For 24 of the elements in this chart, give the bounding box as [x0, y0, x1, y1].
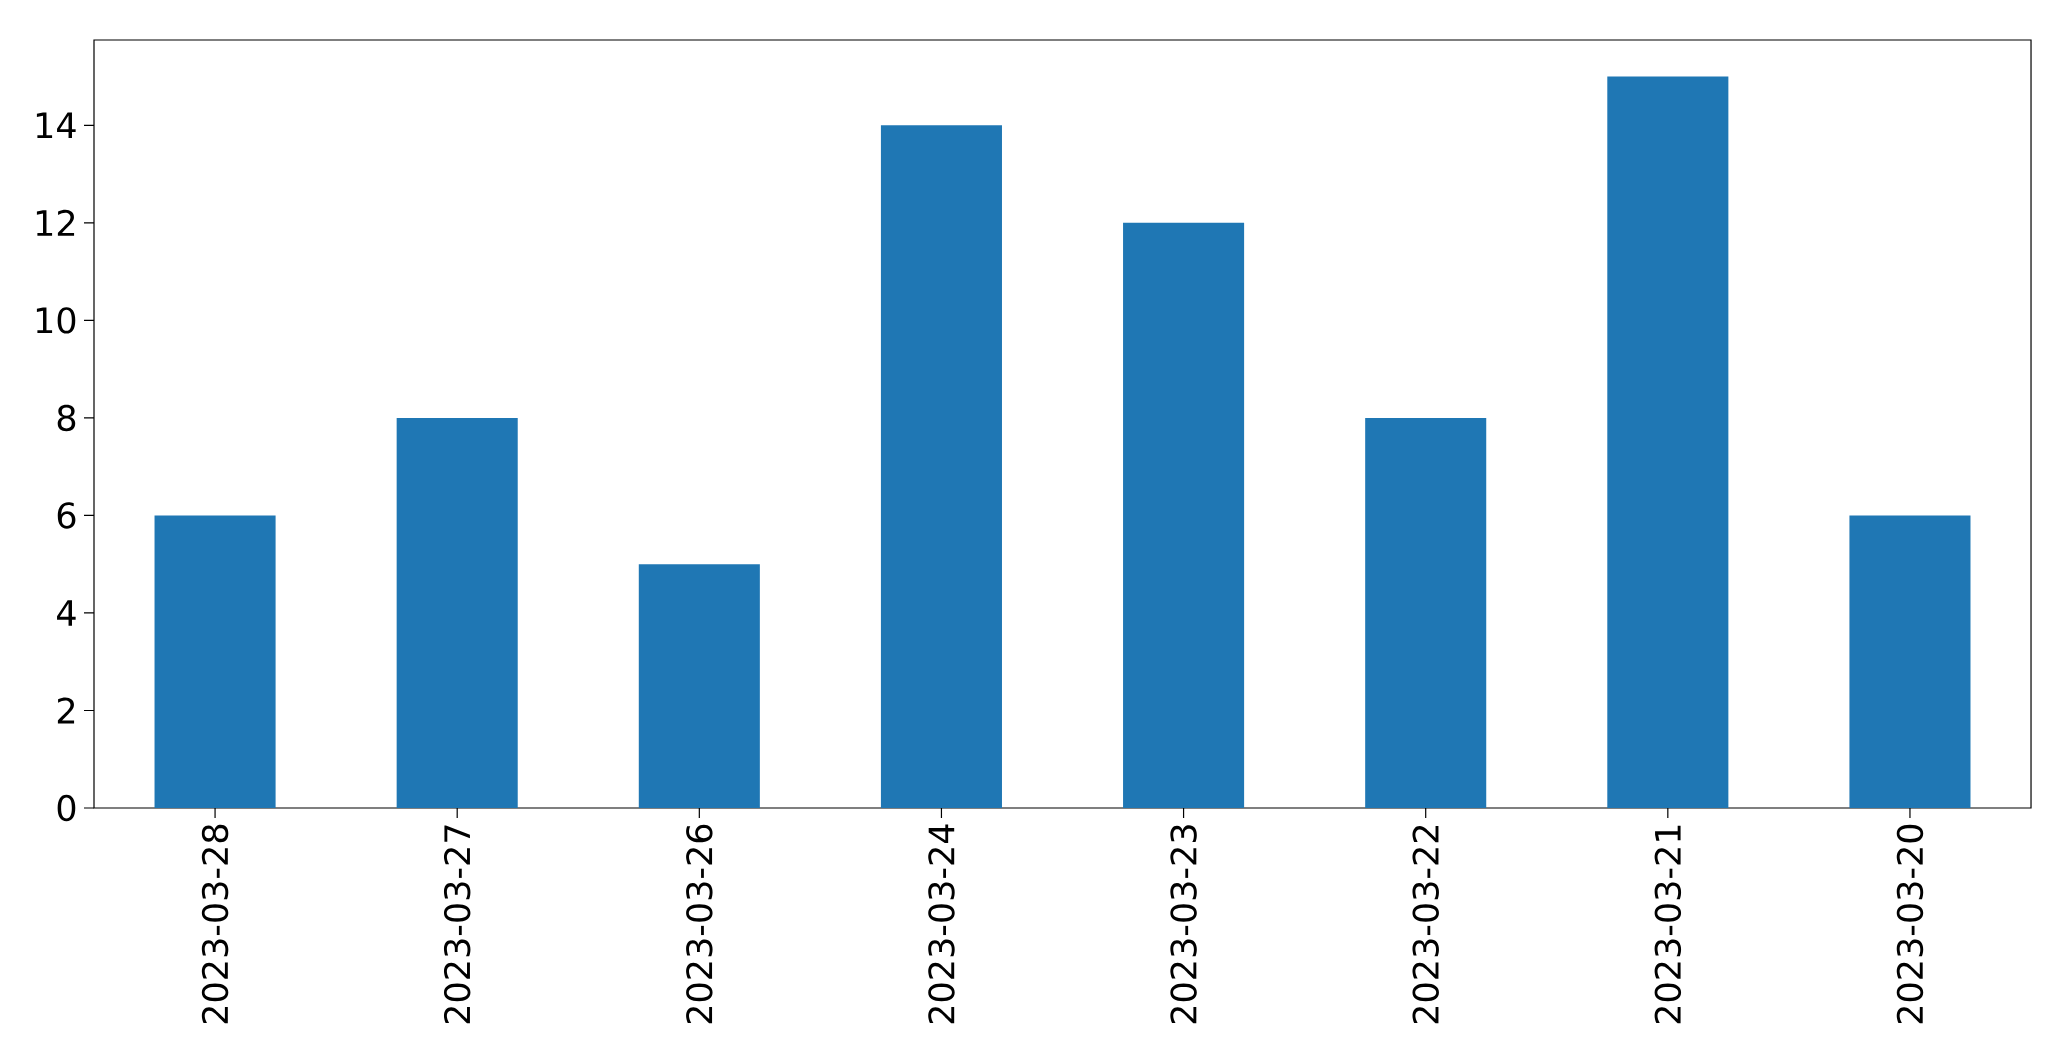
y-tick-label: 10	[36, 307, 76, 334]
y-tick-label: 2	[57, 697, 75, 724]
bar	[154, 515, 276, 808]
y-tick-label: 12	[36, 209, 75, 236]
y-tick-label: 4	[57, 600, 76, 626]
bar	[1365, 417, 1487, 808]
y-tick-label: 14	[36, 112, 76, 139]
bar	[1123, 222, 1245, 808]
x-tick-label: 2023-03-26	[686, 824, 713, 1024]
x-tick-label: 2023-03-20	[1896, 824, 1924, 1024]
bar	[880, 125, 1002, 808]
bar	[396, 417, 518, 808]
x-tick-label: 2023-03-24	[928, 824, 955, 1024]
y-tick-label: 0	[57, 794, 76, 822]
bar	[638, 564, 760, 808]
y-tick-label: 6	[57, 502, 76, 529]
bar	[1849, 515, 1971, 808]
x-tick-label: 2023-03-27	[443, 825, 471, 1024]
x-tick-label: 2023-03-22	[1412, 825, 1439, 1024]
bar	[1607, 76, 1729, 808]
x-tick-label: 2023-03-23	[1170, 825, 1197, 1024]
x-tick-label: 2023-03-28	[201, 824, 229, 1024]
y-tick-label: 8	[57, 404, 76, 432]
x-tick-label: 2023-03-21	[1654, 825, 1682, 1024]
